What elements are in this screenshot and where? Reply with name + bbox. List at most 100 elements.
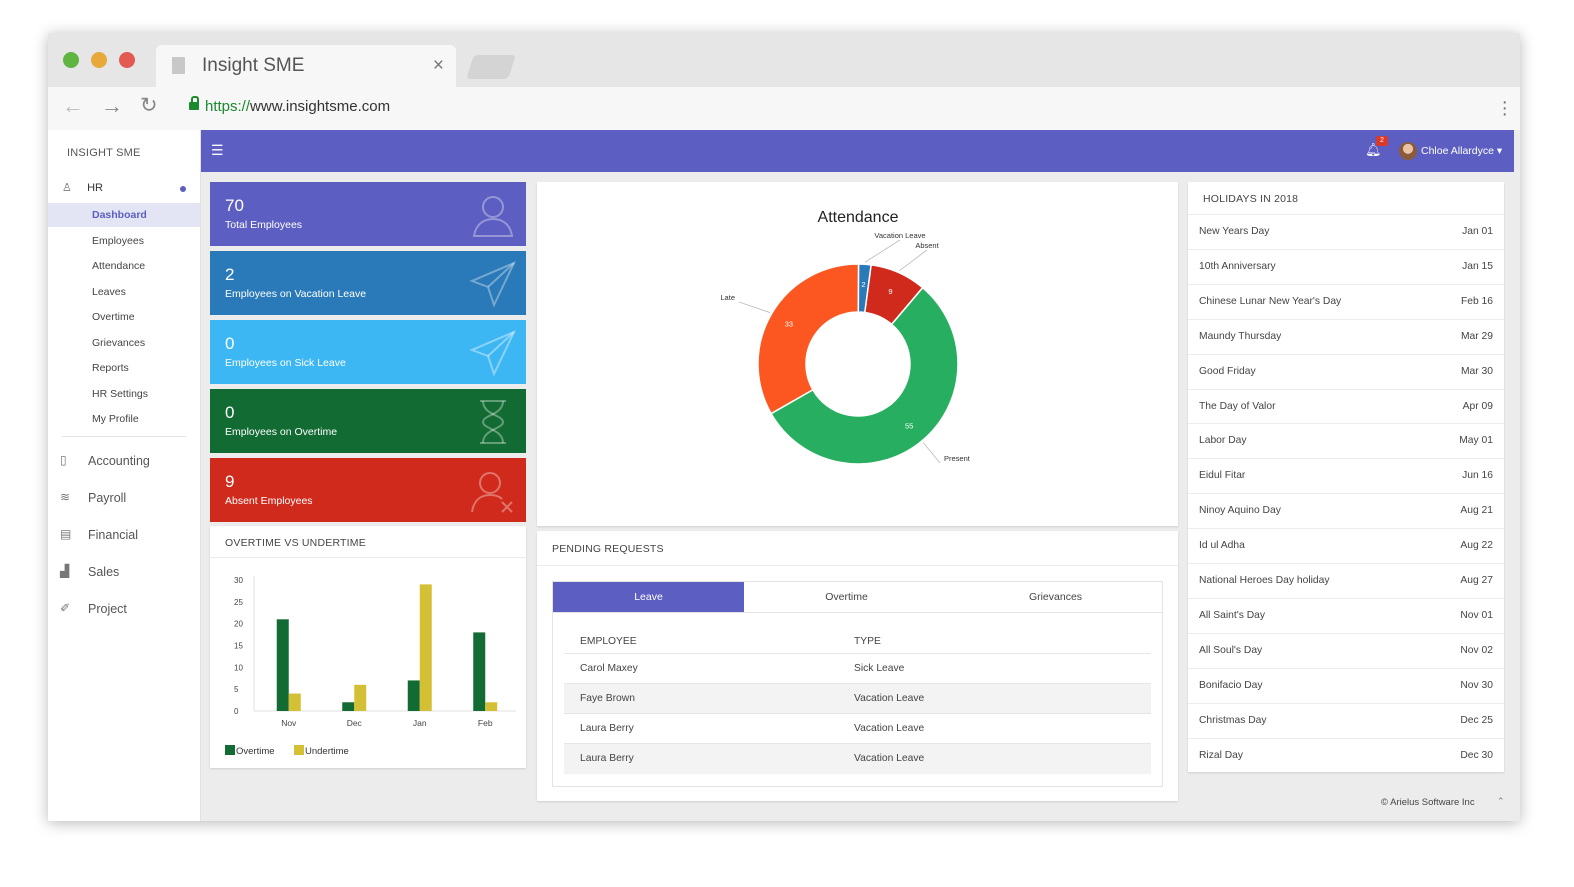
paper-plane-icon [469,330,517,377]
browser-menu-icon[interactable]: · · · [1501,91,1508,125]
employee-cell: Faye Brown [580,693,635,704]
tab-leave[interactable]: Leave [553,582,744,612]
y-tick-label: 25 [234,598,243,607]
scroll-top-icon[interactable]: ⌃ [1497,796,1505,806]
sidebar-item-financial[interactable]: ▤ Financial [60,526,200,546]
hamburger-menu-icon[interactable]: ☰ [211,142,224,158]
window-minimize-button[interactable] [91,52,107,68]
user-menu[interactable]: Chloe Allardyce ▾ [1421,145,1503,157]
holiday-name: Christmas Day [1199,714,1267,726]
slice-present [770,286,959,465]
url-scheme: https:// [205,98,251,115]
column-header-employee: EMPLOYEE [580,636,637,647]
window-maximize-button[interactable] [119,52,135,68]
sidebar-item-label: My Profile [92,413,139,425]
stat-overtime[interactable]: 0 Employees on Overtime [210,389,526,453]
sidebar-item-project[interactable]: ✐ Project [60,600,200,620]
tab-close-icon[interactable]: × [432,55,444,76]
table-row[interactable]: Laura Berry Vacation Leave [564,713,1151,744]
stat-sick-leave[interactable]: 0 Employees on Sick Leave [210,320,526,384]
reload-icon[interactable]: ↻ [140,94,158,117]
sidebar-divider [62,436,186,437]
sidebar-item-grievances[interactable]: Grievances [48,331,200,355]
type-cell: Vacation Leave [854,693,925,704]
payroll-icon: ≋ [60,490,71,504]
url-field[interactable]: https://www.insightsme.com [205,98,390,115]
attendance-card: Attendance 2 Vacation Leave 9 Absent 55 Presen… [537,182,1178,526]
sidebar-item-accounting[interactable]: ▯ Accounting [60,452,200,472]
window-close-button[interactable] [63,52,79,68]
slice-label: Vacation Leave [874,231,925,240]
sidebar-item-overtime[interactable]: Overtime [48,305,200,329]
x-tick-label: Jan [413,718,427,728]
y-tick-label: 0 [234,707,239,716]
holiday-name: Chinese Lunar New Year's Day [1199,295,1342,307]
holiday-date: Jan 15 [1462,260,1493,272]
tab-overtime[interactable]: Overtime [825,591,868,603]
table-row[interactable]: Carol Maxey Sick Leave [564,653,1151,684]
stat-value: 70 [225,196,244,215]
bar-undertime-jan [419,584,432,711]
holiday-date: Aug 21 [1460,505,1493,517]
sidebar-item-label: Sales [88,565,120,579]
holiday-date: May 01 [1459,435,1493,447]
stat-value: 0 [225,334,235,353]
holiday-name: 10th Anniversary [1199,260,1276,272]
tab-grievances[interactable]: Grievances [1028,591,1083,603]
stat-absent[interactable]: 9 Absent Employees [210,458,526,522]
sidebar-item-sales[interactable]: ▟ Sales [60,563,200,583]
holiday-name: Ninoy Aquino Day [1199,505,1281,517]
sidebar-item-hr[interactable]: ♙ HR [62,181,192,199]
y-tick-label: 30 [234,576,243,585]
sales-icon: ▟ [60,564,70,578]
brand-name: INSIGHT SME [67,147,141,159]
card-divider [537,565,1178,566]
holiday-row: Labor Day May 01 [1188,423,1504,459]
stat-label: Absent Employees [225,495,313,507]
holiday-date: Apr 09 [1462,400,1493,412]
sidebar-item-label: Reports [92,362,129,374]
legend-swatch [225,745,235,755]
holiday-name: Maundy Thursday [1199,330,1282,342]
paper-plane-icon [469,261,517,308]
y-tick-label: 5 [234,685,239,694]
forward-arrow-icon[interactable]: → [101,93,123,118]
sidebar-item-employees[interactable]: Employees [48,229,200,253]
attendance-donut-chart: Attendance 2 Vacation Leave 9 Absent 55 Presen… [720,209,971,465]
table-row[interactable]: Faye Brown Vacation Leave [564,683,1151,714]
sidebar-item-attendance[interactable]: Attendance [48,254,200,278]
holiday-name: New Years Day [1199,226,1270,237]
page-icon [172,57,185,74]
sidebar-item-reports[interactable]: Reports [48,356,200,380]
stat-vacation-leave[interactable]: 2 Employees on Vacation Leave [210,251,526,315]
holiday-date: Aug 22 [1460,540,1493,552]
employee-cell: Laura Berry [580,723,634,734]
holiday-name: Good Friday [1199,365,1256,377]
browser-tab-strip: Insight SME × [48,33,1520,87]
sidebar-item-leaves[interactable]: Leaves [48,280,200,304]
sidebar-item-hr-settings[interactable]: HR Settings [48,382,200,406]
sidebar-item-my-profile[interactable]: My Profile [48,407,200,431]
slice-late [757,263,860,415]
holiday-row: Id ul Adha Aug 22 [1188,528,1504,564]
type-cell: Vacation Leave [854,753,925,764]
table-row[interactable]: Laura Berry Vacation Leave [564,743,1151,774]
holiday-row: Bonifacio Day Nov 30 [1188,667,1504,704]
sidebar-item-label: Attendance [92,260,146,272]
back-arrow-icon[interactable]: ← [62,93,84,118]
avatar[interactable] [1399,142,1417,160]
stat-value: 0 [225,403,235,422]
slice-leader-line [864,239,901,263]
bar-undertime-feb [485,702,498,711]
column-header-type: TYPE [854,636,881,647]
legend-swatch [294,745,304,755]
browser-tab[interactable]: Insight SME × [156,45,456,87]
type-cell: Sick Leave [854,663,905,674]
sidebar-item-dashboard[interactable]: Dashboard [48,203,200,227]
card-title: HOLIDAYS IN 2018 [1203,193,1299,205]
y-tick-label: 15 [234,642,243,651]
stat-total-employees[interactable]: 70 Total Employees [210,182,526,246]
new-tab-button[interactable] [466,55,516,79]
sidebar-item-payroll[interactable]: ≋ Payroll [60,489,200,509]
holiday-row: Good Friday Mar 30 [1188,353,1504,390]
